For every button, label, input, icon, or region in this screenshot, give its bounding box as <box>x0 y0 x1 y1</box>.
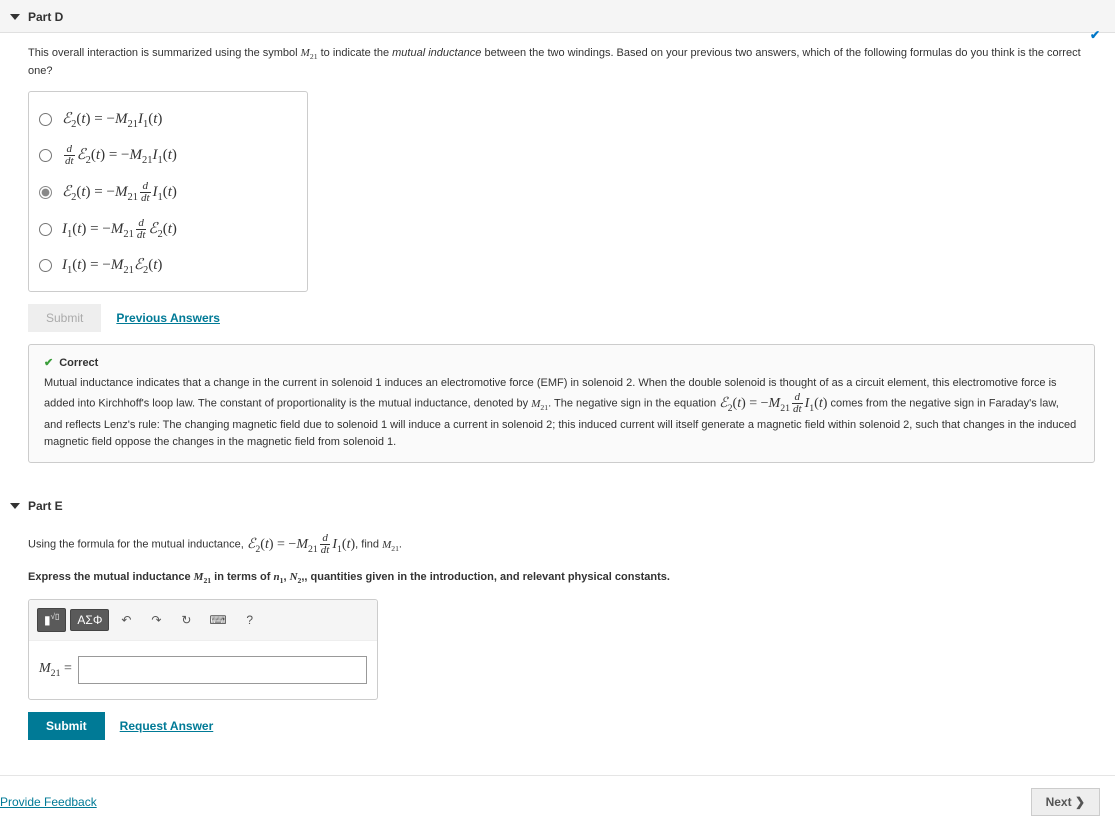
radio-4[interactable] <box>39 223 52 236</box>
part-e-title: Part E <box>28 499 63 513</box>
part-e-buttons: Submit Request Answer <box>28 712 1095 740</box>
option-2[interactable]: ddtℰ2(t) = −M21I1(t) <box>39 137 292 174</box>
keyboard-button[interactable]: ⌨ <box>203 610 232 630</box>
symbol-sub: 21 <box>310 52 318 61</box>
next-label: Next <box>1046 795 1072 809</box>
part-d-header[interactable]: Part D ✔ <box>0 0 1115 33</box>
submit-button-disabled: Submit <box>28 304 101 332</box>
request-answer-link[interactable]: Request Answer <box>120 719 214 733</box>
submit-button[interactable]: Submit <box>28 712 105 740</box>
symbol-M: M <box>301 47 310 59</box>
footer: Provide Feedback Next ❯ <box>0 776 1115 824</box>
greek-button[interactable]: ΑΣΦ <box>70 609 109 631</box>
option-4[interactable]: I1(t) = −M21ddtℰ2(t) <box>39 211 292 248</box>
part-e-q1: Using the formula for the mutual inducta… <box>28 533 1095 557</box>
part-d-body: This overall interaction is summarized u… <box>0 33 1115 481</box>
template-button[interactable]: ▮√▯ <box>37 608 66 632</box>
em-text: mutual inductance <box>392 47 481 59</box>
text: This overall interaction is summarized u… <box>28 47 301 59</box>
part-d-title: Part D <box>28 10 63 24</box>
caret-icon <box>10 14 20 20</box>
answer-panel: ▮√▯ ΑΣΦ ↶ ↷ ↻ ⌨ ? M21 = <box>28 599 378 700</box>
feedback-header: ✔ Correct <box>44 355 1079 373</box>
text: Express the mutual inductance <box>28 571 194 583</box>
feedback-box: ✔ Correct Mutual inductance indicates th… <box>28 344 1095 463</box>
provide-feedback-link[interactable]: Provide Feedback <box>0 795 97 809</box>
answer-toolbar: ▮√▯ ΑΣΦ ↶ ↷ ↻ ⌨ ? <box>29 600 377 641</box>
text: , quantities given in the introduction, … <box>304 571 670 583</box>
radio-3[interactable] <box>39 186 52 199</box>
answer-label: M21 = <box>39 661 72 679</box>
formula-2: ddtℰ2(t) = −M21I1(t) <box>62 144 177 167</box>
part-e-body: Using the formula for the mutual inducta… <box>0 521 1115 770</box>
caret-icon <box>10 503 20 509</box>
reset-button[interactable]: ↻ <box>173 610 199 630</box>
radio-1[interactable] <box>39 113 52 126</box>
text: . The negative sign in the equation <box>548 398 719 410</box>
chevron-right-icon: ❯ <box>1075 795 1085 809</box>
text: . <box>399 539 402 551</box>
correct-check-icon: ✔ <box>44 355 53 373</box>
part-e-q2: Express the mutual inductance M21 in ter… <box>28 569 1095 587</box>
formula-4: I1(t) = −M21ddtℰ2(t) <box>62 218 177 241</box>
radio-5[interactable] <box>39 259 52 272</box>
text: to indicate the <box>318 47 393 59</box>
part-e-header[interactable]: Part E <box>0 481 1115 521</box>
answer-row: M21 = <box>29 641 377 699</box>
option-3[interactable]: ℰ2(t) = −M21ddtI1(t) <box>39 174 292 211</box>
option-1[interactable]: ℰ2(t) = −M21I1(t) <box>39 102 292 137</box>
formula-1: ℰ2(t) = −M21I1(t) <box>62 109 162 130</box>
text: in terms of <box>211 571 273 583</box>
part-d-buttons: Submit Previous Answers <box>28 304 1095 332</box>
part-d-question: This overall interaction is summarized u… <box>28 45 1095 79</box>
radio-2[interactable] <box>39 149 52 162</box>
next-button[interactable]: Next ❯ <box>1031 788 1100 816</box>
formula-5: I1(t) = −M21ℰ2(t) <box>62 255 162 276</box>
formula-3: ℰ2(t) = −M21ddtI1(t) <box>62 181 177 204</box>
text: , find <box>355 539 382 551</box>
undo-button[interactable]: ↶ <box>113 610 139 630</box>
correct-label: Correct <box>59 355 98 373</box>
redo-button[interactable]: ↷ <box>143 610 169 630</box>
help-button[interactable]: ? <box>237 610 263 630</box>
text: Using the formula for the mutual inducta… <box>28 539 247 551</box>
answer-input[interactable] <box>78 656 367 684</box>
feedback-text: Mutual inductance indicates that a chang… <box>44 375 1079 452</box>
previous-answers-link[interactable]: Previous Answers <box>116 311 220 325</box>
options-box: ℰ2(t) = −M21I1(t) ddtℰ2(t) = −M21I1(t) ℰ… <box>28 91 308 292</box>
check-icon: ✔ <box>1090 28 1100 42</box>
option-5[interactable]: I1(t) = −M21ℰ2(t) <box>39 248 292 283</box>
